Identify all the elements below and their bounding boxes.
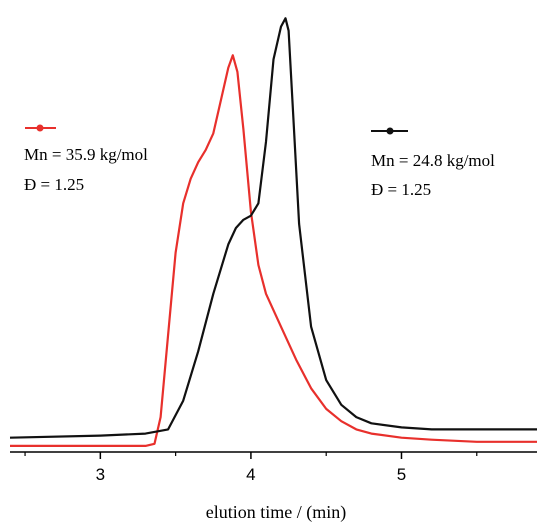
black-dispersity-label: Đ = 1.25 <box>371 180 431 199</box>
plot-area <box>9 17 537 447</box>
red-dispersity-label: Đ = 1.25 <box>24 175 84 194</box>
x-tick-label: 4 <box>246 465 255 484</box>
red-series-legend: Mn = 35.9 kg/mol Đ = 1.25 <box>24 124 148 194</box>
x-tick-label: 3 <box>96 465 105 484</box>
x-tick-label: 5 <box>397 465 406 484</box>
x-axis-ticks: 3 4 5 <box>24 452 478 484</box>
red-mn-label: Mn = 35.9 kg/mol <box>24 145 148 164</box>
black-series-legend: Mn = 24.8 kg/mol Đ = 1.25 <box>371 127 495 199</box>
black-series-line <box>9 17 537 439</box>
black-mn-label: Mn = 24.8 kg/mol <box>371 151 495 170</box>
black-legend-marker <box>386 127 394 135</box>
red-legend-marker <box>36 124 44 132</box>
red-series-line <box>10 54 537 447</box>
x-axis-title: elution time / (min) <box>206 502 346 523</box>
